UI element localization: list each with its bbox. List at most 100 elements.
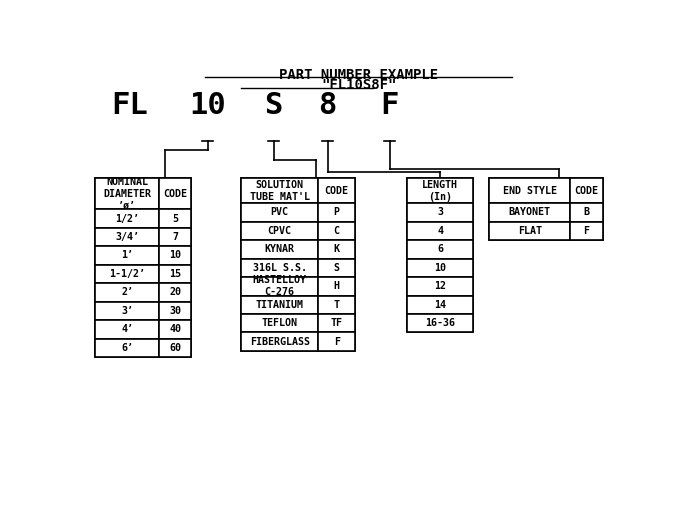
Text: FIBERGLASS: FIBERGLASS xyxy=(250,337,309,347)
Text: 6: 6 xyxy=(437,244,443,254)
Bar xyxy=(241,259,318,277)
Bar xyxy=(318,277,355,295)
Text: S: S xyxy=(334,263,340,273)
Text: LENGTH
(In): LENGTH (In) xyxy=(422,180,458,202)
Bar xyxy=(95,283,159,302)
Text: 1/2’: 1/2’ xyxy=(115,214,139,224)
Text: F: F xyxy=(381,91,399,120)
Text: 16-36: 16-36 xyxy=(425,318,455,328)
Bar xyxy=(407,277,473,295)
Text: 10: 10 xyxy=(434,263,446,273)
Bar xyxy=(318,240,355,259)
Bar xyxy=(241,314,318,332)
Bar xyxy=(159,338,191,357)
Text: CPVC: CPVC xyxy=(267,226,292,236)
Text: TITANIUM: TITANIUM xyxy=(256,300,304,310)
Text: 60: 60 xyxy=(169,343,181,353)
Text: HASTELLOY
C-276: HASTELLOY C-276 xyxy=(253,275,307,297)
Bar xyxy=(95,265,159,283)
Text: 15: 15 xyxy=(169,269,181,279)
Text: END STYLE: END STYLE xyxy=(503,186,556,196)
Text: TF: TF xyxy=(330,318,343,328)
Bar xyxy=(95,179,191,357)
Bar xyxy=(407,240,473,259)
Bar xyxy=(570,222,603,240)
Text: "FL10S8F": "FL10S8F" xyxy=(321,78,396,92)
Bar xyxy=(159,302,191,320)
Text: TEFLON: TEFLON xyxy=(262,318,298,328)
Bar xyxy=(159,265,191,283)
Text: PVC: PVC xyxy=(271,207,288,218)
Text: 4’: 4’ xyxy=(121,325,133,334)
Text: 1’: 1’ xyxy=(121,250,133,261)
Bar xyxy=(489,203,570,222)
Bar xyxy=(318,295,355,314)
Bar xyxy=(159,179,191,209)
Bar xyxy=(241,277,318,295)
Text: NOMINAL
DIAMETER
’ø’: NOMINAL DIAMETER ’ø’ xyxy=(103,177,151,210)
Bar xyxy=(241,332,318,351)
Bar xyxy=(489,179,570,203)
Bar xyxy=(407,295,473,314)
Bar xyxy=(241,240,318,259)
Text: 2’: 2’ xyxy=(121,287,133,297)
Text: FL: FL xyxy=(112,91,148,120)
Bar xyxy=(318,259,355,277)
Text: KYNAR: KYNAR xyxy=(265,244,295,254)
Text: CODE: CODE xyxy=(575,186,598,196)
Bar xyxy=(95,302,159,320)
Text: F: F xyxy=(334,337,340,347)
Bar xyxy=(241,222,318,240)
Bar xyxy=(318,314,355,332)
Text: FLAT: FLAT xyxy=(517,226,542,236)
Bar xyxy=(159,320,191,338)
Text: K: K xyxy=(334,244,340,254)
Bar xyxy=(241,179,318,203)
Text: CODE: CODE xyxy=(325,186,349,196)
Text: 30: 30 xyxy=(169,306,181,316)
Bar xyxy=(318,222,355,240)
Text: PART NUMBER EXAMPLE: PART NUMBER EXAMPLE xyxy=(279,68,438,81)
Text: SOLUTION
TUBE MAT'L: SOLUTION TUBE MAT'L xyxy=(250,180,309,202)
Bar xyxy=(318,332,355,351)
Bar xyxy=(241,295,318,314)
Bar xyxy=(95,228,159,246)
Bar xyxy=(407,259,473,277)
Bar xyxy=(489,222,570,240)
Text: 20: 20 xyxy=(169,287,181,297)
Bar xyxy=(95,179,159,209)
Bar xyxy=(407,203,473,222)
Text: 6’: 6’ xyxy=(121,343,133,353)
Bar xyxy=(159,246,191,265)
Bar xyxy=(407,179,473,332)
Text: 14: 14 xyxy=(434,300,446,310)
Bar xyxy=(407,179,473,203)
Bar xyxy=(159,209,191,228)
Text: B: B xyxy=(584,207,589,218)
Bar xyxy=(241,179,355,351)
Text: T: T xyxy=(334,300,340,310)
Text: 10: 10 xyxy=(169,250,181,261)
Bar xyxy=(159,228,191,246)
Bar xyxy=(318,179,355,203)
Bar xyxy=(570,179,603,203)
Text: CODE: CODE xyxy=(163,189,187,199)
Text: 316L S.S.: 316L S.S. xyxy=(253,263,307,273)
Text: BAYONET: BAYONET xyxy=(509,207,551,218)
Bar xyxy=(95,320,159,338)
Bar xyxy=(95,338,159,357)
Bar xyxy=(241,203,318,222)
Bar xyxy=(489,179,603,240)
Text: 8: 8 xyxy=(318,91,337,120)
Bar xyxy=(159,283,191,302)
Bar xyxy=(95,209,159,228)
Bar xyxy=(407,314,473,332)
Text: 1-1/2’: 1-1/2’ xyxy=(109,269,145,279)
Text: S: S xyxy=(265,91,283,120)
Text: F: F xyxy=(584,226,589,236)
Text: C: C xyxy=(334,226,340,236)
Text: 5: 5 xyxy=(172,214,178,224)
Text: 7: 7 xyxy=(172,232,178,242)
Bar xyxy=(407,222,473,240)
Bar xyxy=(95,246,159,265)
